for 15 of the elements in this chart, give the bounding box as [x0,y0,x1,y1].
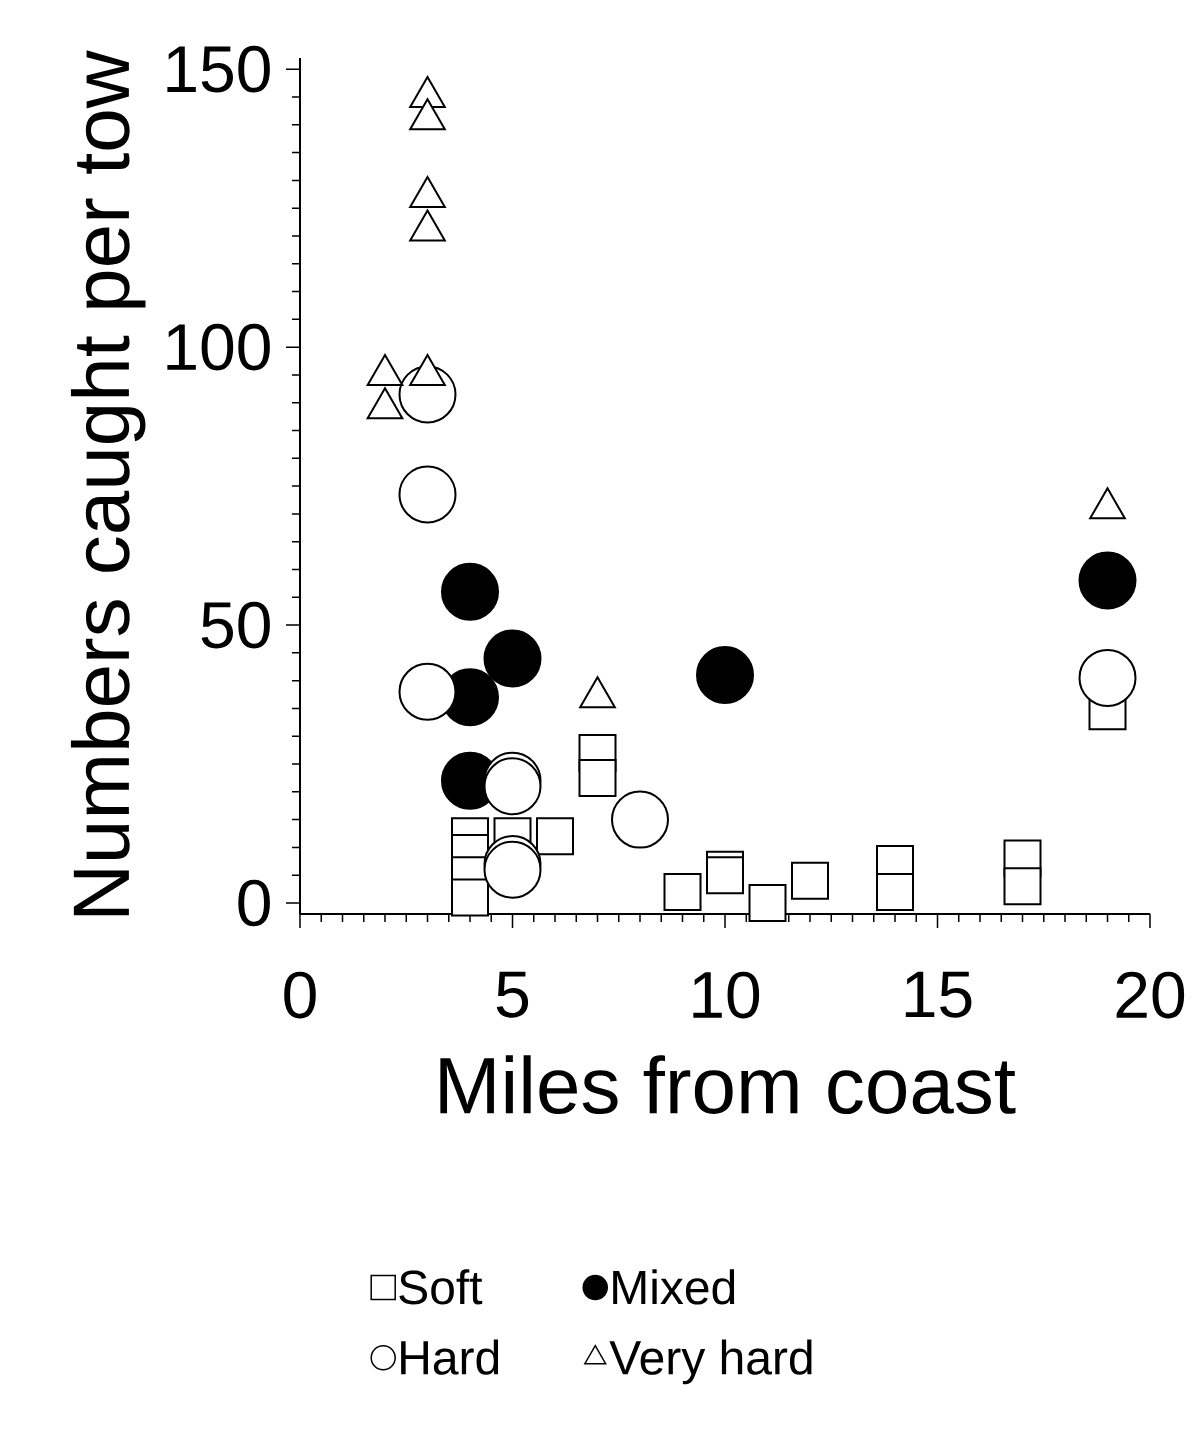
legend-label: Very hard [609,1339,812,1385]
y-tick-label: 0 [238,879,270,927]
x-tick-label: 0 [284,971,316,1019]
x-tick-label: 15 [905,971,972,1018]
legend-label: Soft [399,1269,483,1305]
x-tick-label: 10 [693,971,760,1019]
legend-label: Mixed [613,1269,735,1305]
x-tick-label: 20 [1116,971,1185,1019]
x-tick-label: 5 [496,971,529,1018]
y-axis-title: Numbers caught per tow [70,50,146,916]
x-axis-title: Miles from coast [440,1055,1016,1114]
y-tick-label: 100 [167,323,270,371]
y-tick-label: 50 [201,601,270,649]
legend-label: Hard [401,1339,499,1375]
y-tick-label: 150 [167,45,270,93]
